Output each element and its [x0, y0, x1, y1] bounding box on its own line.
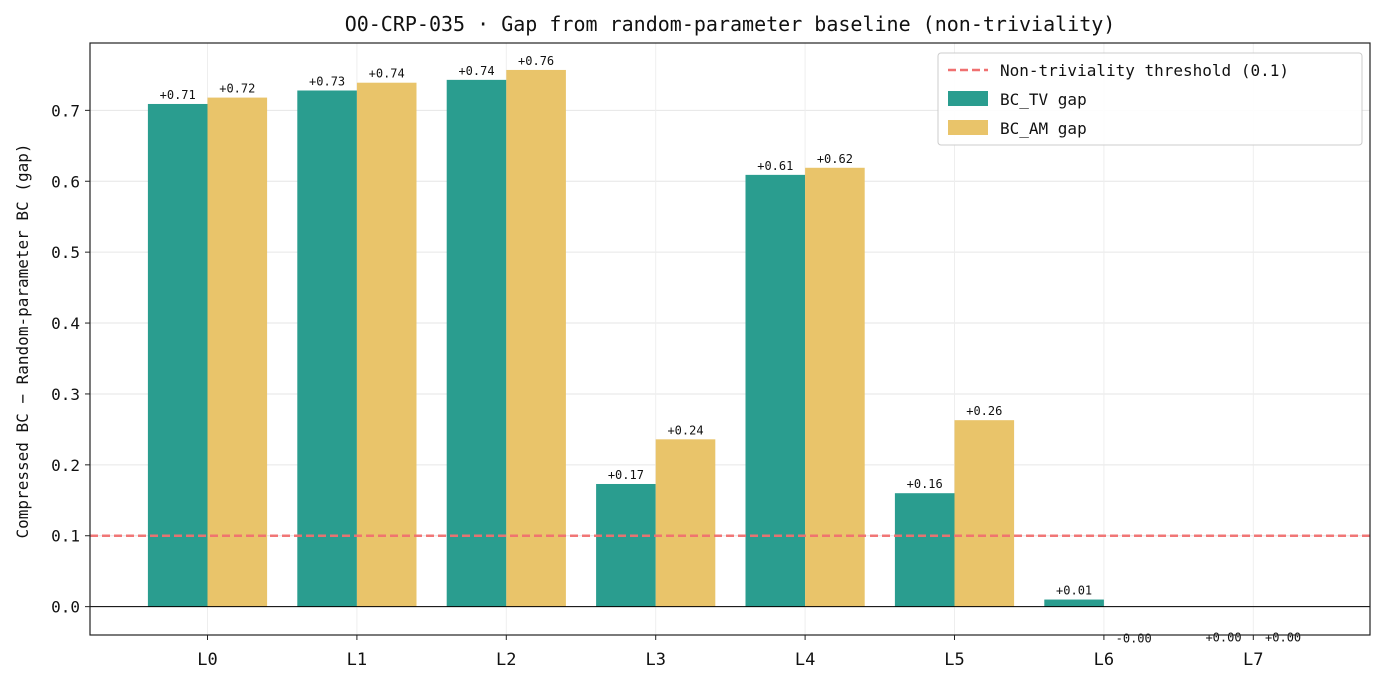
bar-bc-tv: [894, 493, 955, 607]
x-tick-label: L3: [645, 650, 665, 670]
legend-bc-tv-swatch: [948, 91, 988, 106]
y-tick-label: 0.4: [51, 314, 80, 333]
y-axis-label: Compressed BC − Random-parameter BC (gap…: [13, 144, 32, 539]
bar-value-label: +0.17: [608, 468, 644, 482]
y-tick-label: 0.3: [51, 385, 80, 404]
bar-bc-tv: [446, 79, 507, 607]
bar-bc-tv: [1044, 599, 1104, 607]
chart-title: O0-CRP-035 · Gap from random-parameter b…: [345, 12, 1116, 36]
legend-bc-am-label: BC_AM gap: [1000, 119, 1087, 138]
x-axis-ticks: L0 L1 L2 L3 L4 L5 L6 L7: [197, 635, 1264, 670]
bar-value-label: +0.26: [966, 404, 1002, 418]
bar-value-label: +0.74: [458, 64, 494, 78]
legend-threshold-label: Non-triviality threshold (0.1): [1000, 61, 1289, 80]
x-tick-label: L5: [944, 650, 964, 670]
bar-bc-am: [655, 439, 716, 607]
y-tick-label: 0.0: [51, 598, 80, 617]
bar-value-label: +0.76: [518, 54, 554, 68]
bar-value-label: +0.71: [160, 88, 196, 102]
bar-bc-am: [805, 167, 865, 607]
bar-value-label: +0.61: [757, 159, 793, 173]
bar-value-label: +0.00: [1205, 631, 1241, 645]
bar-value-label: +0.16: [907, 477, 943, 491]
x-tick-label: L2: [496, 650, 516, 670]
x-tick-label: L6: [1094, 650, 1114, 670]
bar-bc-am: [207, 97, 268, 607]
y-tick-label: 0.6: [51, 172, 80, 191]
y-tick-label: 0.2: [51, 456, 80, 475]
bar-bc-tv: [745, 174, 806, 607]
bar-bc-am: [506, 69, 566, 607]
x-tick-label: L4: [795, 650, 815, 670]
bar-value-label: +0.74: [369, 67, 405, 81]
y-tick-label: 0.1: [51, 527, 80, 546]
bar-value-label: +0.00: [1265, 631, 1301, 645]
legend-box: [937, 52, 1363, 146]
bar-value-label: +0.72: [219, 82, 255, 96]
chart-legend: Non-triviality threshold (0.1) BC_TV gap…: [937, 52, 1363, 146]
bar-value-label: +0.73: [309, 75, 345, 89]
y-axis-ticks: 0.0 0.1 0.2 0.3 0.4 0.5 0.6 0.7: [51, 101, 90, 617]
bar-bc-tv: [297, 90, 357, 607]
y-tick-label: 0.5: [51, 243, 80, 262]
bar-value-label: +0.62: [817, 152, 853, 166]
bar-marks: [147, 69, 1104, 607]
bar-bc-am: [954, 420, 1015, 607]
x-tick-label: L1: [347, 650, 367, 670]
bar-value-label: -0.00: [1116, 632, 1152, 646]
bar-bc-tv: [147, 103, 208, 607]
bar-bc-tv: [596, 483, 656, 607]
x-tick-label: L7: [1243, 650, 1263, 670]
y-tick-label: 0.7: [51, 101, 80, 120]
plot-frame: [89, 42, 1371, 636]
legend-bc-tv-label: BC_TV gap: [1000, 90, 1087, 109]
legend-bc-am-swatch: [948, 120, 988, 135]
bar-value-label: +0.24: [667, 423, 703, 437]
bar-bc-am: [356, 82, 417, 607]
bar-value-labels: +0.71 +0.73 +0.74 +0.17 +0.61 +0.16 +0.01 +0.00…: [160, 54, 1302, 646]
bar-value-label: +0.01: [1056, 584, 1092, 598]
x-tick-label: L0: [197, 650, 217, 670]
